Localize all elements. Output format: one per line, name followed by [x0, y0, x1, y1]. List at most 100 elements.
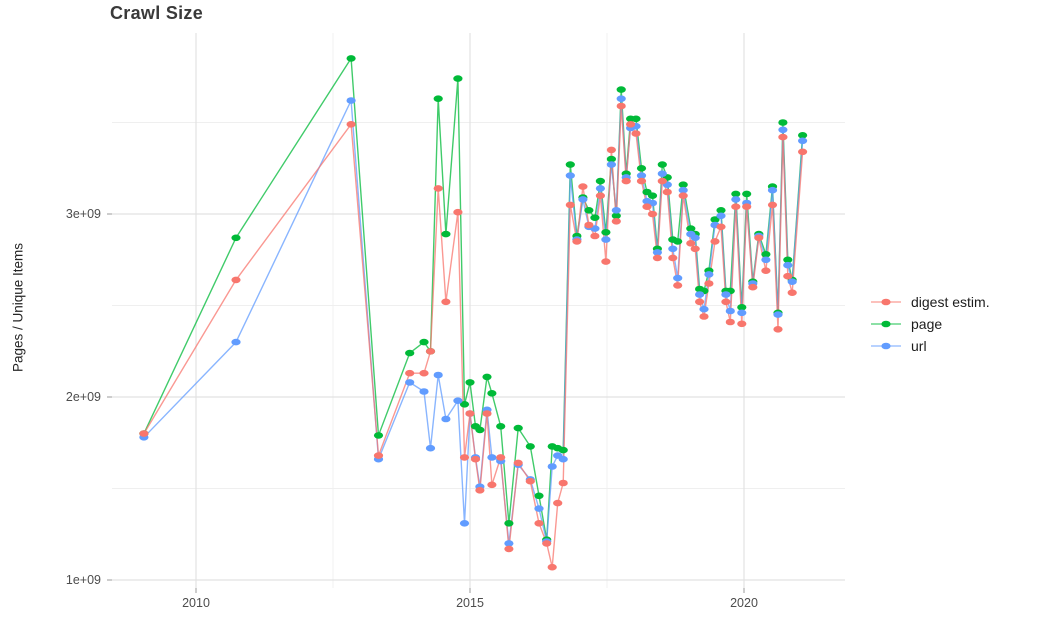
data-point-digest-estim- — [647, 210, 658, 218]
data-point-page — [710, 216, 720, 223]
data-point-digest-estim- — [710, 238, 720, 245]
data-point-page — [513, 424, 523, 432]
legend-key-dot — [881, 320, 891, 328]
data-point-url — [459, 520, 470, 527]
data-point-digest-estim- — [475, 487, 485, 494]
data-point-digest-estim- — [595, 192, 606, 199]
data-point-url — [716, 212, 726, 220]
data-point-url — [441, 415, 451, 423]
data-point-url — [595, 185, 606, 192]
data-point-page — [534, 492, 544, 500]
data-point-url — [731, 196, 741, 203]
data-point-digest-estim- — [565, 201, 575, 209]
data-point-page — [716, 207, 726, 214]
y-tick-label: 1e+09 — [66, 573, 101, 587]
series-line-page — [143, 57, 804, 541]
data-point-page — [778, 119, 788, 126]
data-point-url — [704, 271, 714, 278]
data-point-digest-estim- — [504, 545, 514, 553]
data-point-page — [405, 349, 415, 357]
data-point-digest-estim- — [716, 223, 726, 231]
data-point-digest-estim- — [346, 121, 356, 128]
data-point-page — [686, 225, 696, 232]
legend-key-url-icon — [871, 342, 901, 350]
data-point-url — [767, 186, 778, 194]
legend-key-dot — [881, 342, 891, 350]
data-point-page — [606, 155, 617, 163]
data-point-url — [695, 291, 705, 298]
data-point-url — [673, 274, 683, 282]
data-point-url — [547, 463, 557, 470]
data-point-digest-estim- — [787, 289, 797, 297]
data-point-digest-estim- — [525, 477, 535, 485]
data-point-url — [668, 245, 678, 253]
data-point-digest-estim- — [601, 258, 611, 265]
data-point-digest-estim- — [678, 192, 688, 199]
data-point-digest-estim- — [453, 208, 463, 216]
data-point-url — [231, 338, 241, 346]
data-point-digest-estim- — [542, 540, 552, 547]
data-point-page — [601, 229, 611, 236]
data-point-digest-estim- — [534, 520, 544, 527]
data-point-url — [778, 126, 788, 134]
data-point-digest-estim- — [662, 188, 672, 196]
data-point-url — [346, 97, 356, 104]
data-point-digest-estim- — [737, 320, 747, 328]
data-point-digest-estim- — [558, 479, 568, 487]
data-point-digest-estim- — [616, 102, 626, 110]
data-point-page — [742, 190, 752, 198]
data-point-digest-estim- — [704, 280, 714, 287]
data-point-digest-estim- — [742, 203, 752, 210]
data-point-digest-estim- — [496, 454, 506, 461]
data-point-digest-estim- — [754, 234, 764, 242]
data-point-digest-estim- — [767, 201, 778, 209]
data-point-page — [657, 161, 667, 168]
series-line-digest-estim- — [143, 105, 804, 568]
data-point-digest-estim- — [721, 298, 731, 306]
data-point-page — [419, 338, 429, 346]
data-point-page — [565, 161, 575, 168]
data-point-url — [787, 278, 797, 286]
data-point-page — [453, 75, 463, 82]
legend-item-digest: digest estim. — [869, 291, 990, 313]
data-point-url — [578, 196, 588, 203]
data-point-page — [595, 177, 606, 185]
data-point-page — [475, 426, 485, 434]
data-point-digest-estim- — [611, 218, 621, 225]
data-point-digest-estim- — [487, 481, 497, 489]
data-point-page — [504, 520, 514, 527]
data-point-url — [798, 137, 808, 145]
legend-key-page-icon — [871, 320, 901, 328]
data-point-page — [647, 192, 658, 199]
data-point-digest-estim- — [626, 121, 636, 128]
data-point-digest-estim- — [761, 267, 771, 275]
data-point-url — [725, 307, 735, 315]
data-point-digest-estim- — [419, 369, 429, 377]
data-point-digest-estim- — [642, 203, 652, 210]
data-point-url — [504, 540, 514, 547]
x-tick-label: 2010 — [182, 596, 210, 610]
data-point-url — [565, 172, 575, 179]
data-point-page — [611, 212, 621, 220]
data-point-page — [525, 443, 535, 450]
data-point-url — [657, 170, 667, 177]
legend-label-digest: digest estim. — [911, 294, 990, 310]
data-point-digest-estim- — [636, 177, 647, 185]
data-point-url — [487, 454, 497, 461]
data-point-digest-estim- — [725, 318, 735, 326]
data-point-page — [373, 432, 384, 439]
y-axis-title: Pages / Unique Items — [10, 242, 26, 373]
data-point-url — [425, 444, 436, 452]
data-point-url — [636, 172, 647, 179]
data-point-digest-estim- — [699, 313, 709, 320]
data-point-page — [731, 190, 741, 198]
legend: digest estim. page url — [869, 291, 990, 357]
data-point-page — [441, 230, 451, 238]
data-point-url — [453, 397, 463, 405]
data-point-digest-estim- — [441, 298, 451, 306]
data-point-page — [783, 256, 793, 264]
data-point-url — [433, 371, 443, 379]
data-point-page — [636, 165, 647, 172]
